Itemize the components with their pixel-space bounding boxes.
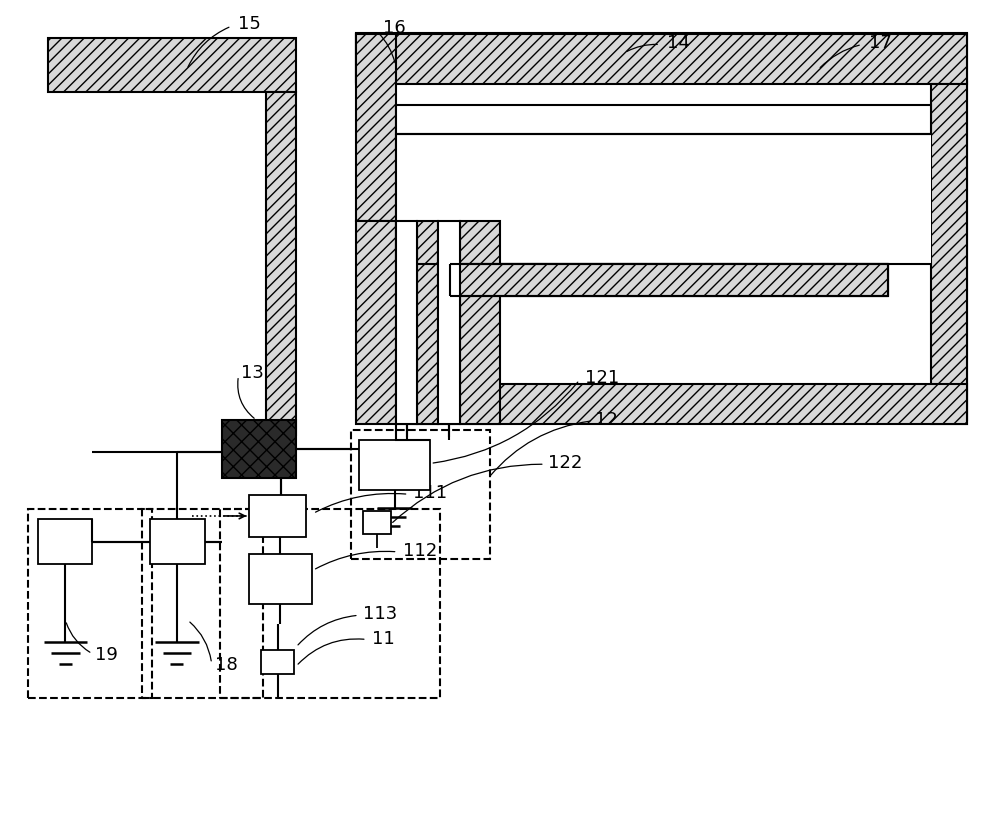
Bar [460,222,500,424]
Bar [261,650,294,674]
Text: 17: 17 [869,34,892,52]
Bar [351,430,490,559]
Text: 18: 18 [215,656,237,675]
Text: 11: 11 [372,630,394,648]
Bar [266,92,296,435]
Bar [150,519,205,564]
Text: 122: 122 [548,454,582,472]
Text: 12: 12 [595,411,618,429]
Bar [28,509,152,698]
Bar [396,134,931,264]
Bar [417,222,438,424]
Bar [396,104,931,134]
Text: 14: 14 [667,34,690,52]
Bar [38,519,92,564]
Text: 112: 112 [403,542,437,560]
Bar [249,554,312,604]
Text: 13: 13 [241,365,264,382]
Text: 113: 113 [363,606,397,623]
Bar [438,222,460,424]
Text: 121: 121 [585,370,619,387]
Bar [356,222,396,424]
Text: 15: 15 [238,14,261,33]
Bar [396,384,967,424]
Bar [356,34,396,222]
Bar [931,84,967,424]
Bar [450,264,888,296]
Bar [48,38,296,92]
Bar [396,222,417,424]
Bar [363,511,391,534]
Bar [222,420,296,479]
Bar [359,440,430,490]
Text: 111: 111 [413,485,448,502]
Bar [249,495,306,537]
Bar [356,34,967,84]
Text: 16: 16 [383,18,405,37]
Bar [142,509,263,698]
Bar [450,264,888,296]
Bar [356,33,967,82]
Bar [933,82,967,420]
Bar [220,509,440,698]
Text: 19: 19 [95,646,118,664]
